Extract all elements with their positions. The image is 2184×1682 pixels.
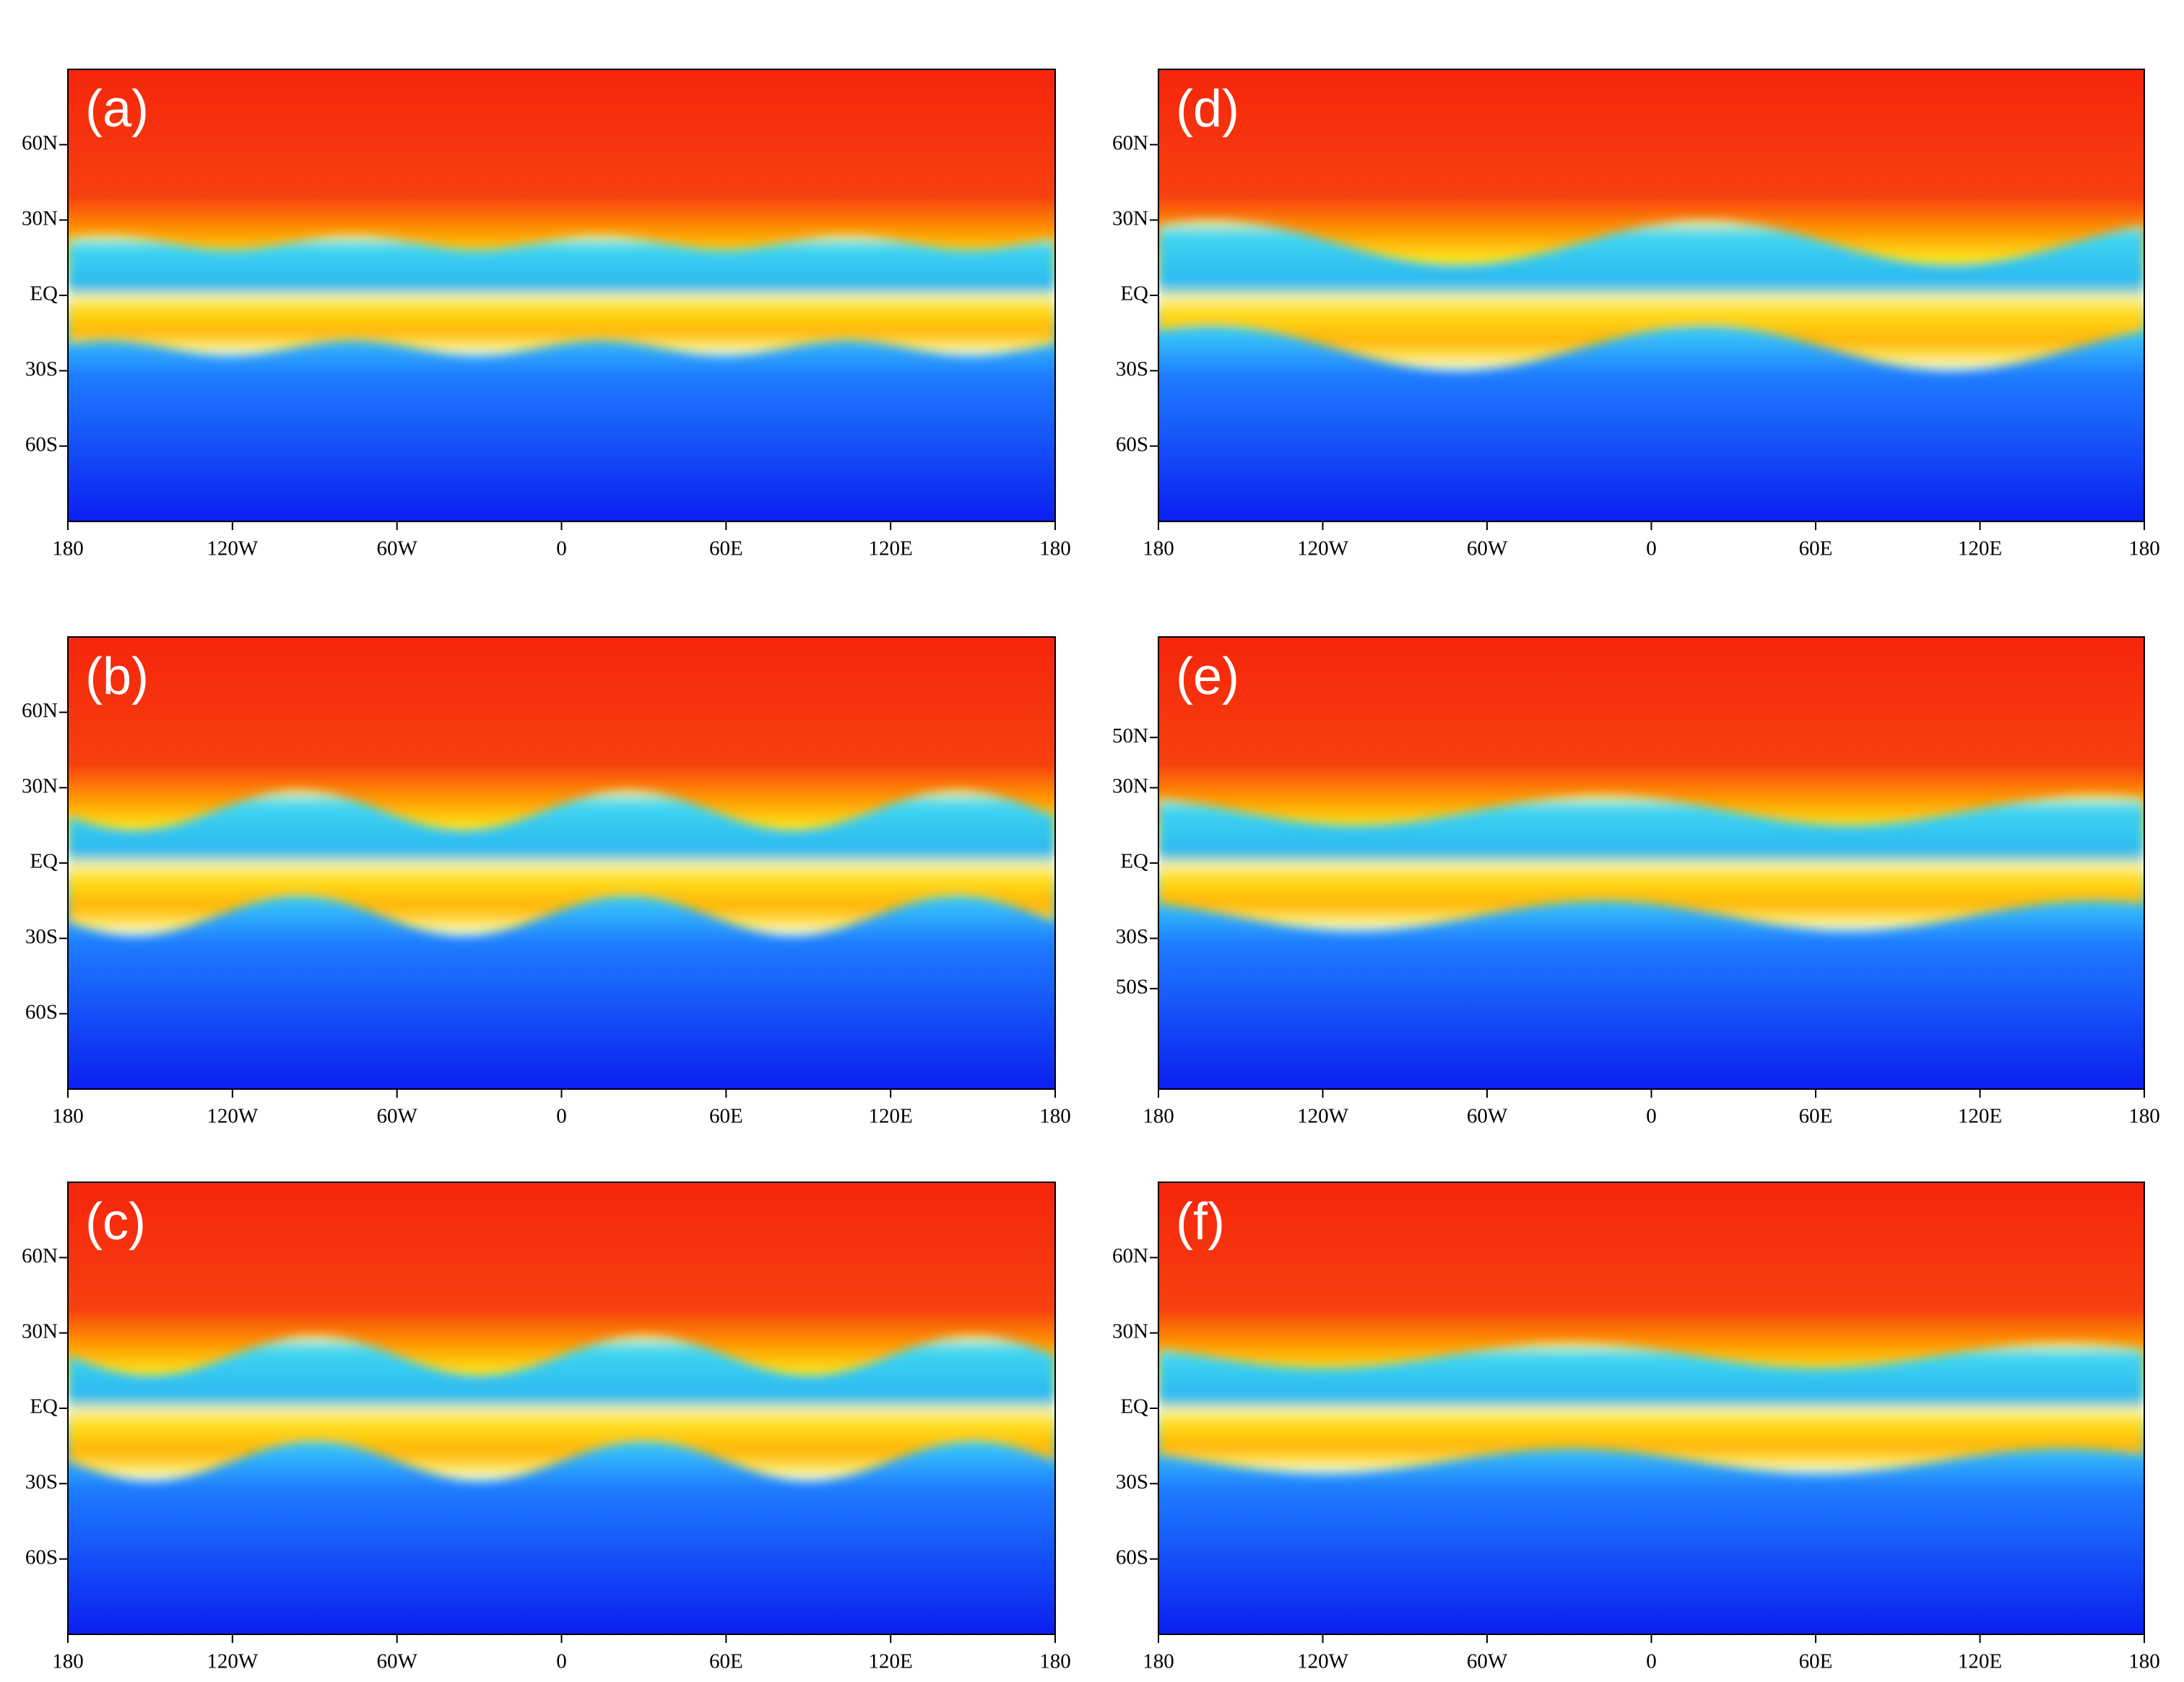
y-tick-label: 30S: [1116, 357, 1148, 381]
field: [1158, 1182, 2144, 1634]
x-tick-label: 60E: [1799, 1650, 1833, 1673]
panel-label: (e): [1176, 648, 1239, 706]
x-tick-label: 120W: [207, 1105, 259, 1128]
x-tick-label: 180: [1039, 1650, 1071, 1673]
field: [68, 1182, 1055, 1634]
y-tick-label: 50S: [1116, 976, 1148, 999]
y-tick-label: EQ: [30, 850, 58, 873]
x-tick-label: 180: [1039, 1105, 1071, 1128]
x-tick-label: 180: [1143, 537, 1174, 560]
mixing-band: [68, 235, 1055, 356]
x-tick-label: 180: [1143, 1650, 1174, 1673]
x-tick-label: 180: [1039, 537, 1071, 560]
y-tick-label: EQ: [1120, 850, 1148, 873]
x-tick-label: 0: [556, 1105, 567, 1128]
y-tick-label: 30N: [1112, 207, 1148, 230]
mixing-band: [1158, 795, 2144, 931]
x-tick-label: 0: [1646, 1650, 1657, 1673]
y-tick-label: EQ: [1120, 282, 1148, 305]
panel-label: (c): [85, 1193, 146, 1251]
x-tick-label: 120E: [1958, 1650, 2002, 1673]
x-tick-label: 120E: [1958, 537, 2002, 560]
field: [1158, 69, 2144, 521]
panel: (d) 60N 30N EQ 30S 60S 180 120W 60W 0 60E 120E 180: [1112, 69, 2160, 560]
field: [68, 637, 1055, 1089]
x-tick-label: 180: [2128, 1105, 2160, 1128]
y-tick-label: 60N: [22, 131, 58, 155]
y-tick-label: 30S: [25, 1470, 58, 1494]
x-tick-label: 60W: [376, 1105, 417, 1128]
x-tick-label: 120W: [1297, 1105, 1349, 1128]
x-tick-label: 120E: [869, 537, 913, 560]
y-tick-label: 30S: [25, 357, 58, 381]
panel: (e) 50N 30N EQ 30S 50S 180 120W 60W 0 60E 120E 180: [1112, 636, 2160, 1128]
x-tick-label: 60E: [1799, 1105, 1833, 1128]
y-tick-label: EQ: [30, 282, 58, 305]
x-tick-label: 60E: [1799, 537, 1833, 560]
y-tick-label: 30N: [1112, 774, 1148, 797]
panel-label: (f): [1176, 1193, 1225, 1251]
y-tick-label: 60S: [25, 433, 58, 456]
x-tick-label: 180: [52, 537, 84, 560]
x-tick-label: 60E: [709, 1650, 743, 1673]
mixing-band: [1158, 220, 2144, 371]
panel: (f) 60N 30N EQ 30S 60S 180 120W 60W 0 60E 120E 180: [1112, 1182, 2160, 1673]
panel: (b) 60N 30N EQ 30S 60S 180 120W 60W 0 60E 120E 180: [22, 636, 1071, 1128]
mixing-band: [68, 790, 1055, 936]
x-tick-label: 0: [1646, 537, 1657, 560]
y-tick-label: 60N: [1112, 1244, 1148, 1267]
x-tick-label: 60W: [1467, 1105, 1508, 1128]
x-tick-label: 120W: [1297, 537, 1349, 560]
field: [68, 69, 1055, 521]
x-tick-label: 60E: [709, 1105, 743, 1128]
x-tick-label: 120E: [869, 1650, 913, 1673]
y-tick-label: 60S: [25, 1000, 58, 1023]
y-tick-label: 50N: [1112, 724, 1148, 747]
y-tick-label: 60N: [22, 1244, 58, 1267]
y-tick-label: 30S: [1116, 925, 1148, 948]
y-tick-label: 60N: [22, 699, 58, 722]
x-tick-label: 120E: [1958, 1105, 2002, 1128]
y-tick-label: 30N: [22, 774, 58, 797]
x-tick-label: 60W: [376, 537, 417, 560]
y-tick-label: 60S: [25, 1546, 58, 1569]
x-tick-label: 60W: [1467, 537, 1508, 560]
panel: (c) 60N 30N EQ 30S 60S 180 120W 60W 0 60E 120E 180: [22, 1182, 1071, 1673]
y-tick-label: 60N: [1112, 131, 1148, 155]
panel-label: (d): [1176, 80, 1239, 138]
y-tick-label: 30S: [1116, 1470, 1148, 1494]
x-tick-label: 180: [2128, 1650, 2160, 1673]
x-tick-label: 0: [556, 1650, 567, 1673]
x-tick-label: 180: [52, 1650, 84, 1673]
mixing-band: [68, 1335, 1055, 1481]
x-tick-label: 120W: [207, 537, 259, 560]
x-tick-label: 120W: [1297, 1650, 1349, 1673]
x-tick-label: 180: [2128, 537, 2160, 560]
x-tick-label: 0: [1646, 1105, 1657, 1128]
x-tick-label: 120E: [869, 1105, 913, 1128]
y-tick-label: 30N: [22, 207, 58, 230]
field: [1158, 637, 2144, 1089]
x-tick-label: 120W: [207, 1650, 259, 1673]
panel: (a) 60N 30N EQ 30S 60S 180 120W 60W 0 60E 120E 180: [22, 69, 1071, 560]
y-tick-label: 60S: [1116, 433, 1148, 456]
x-tick-label: 60W: [1467, 1650, 1508, 1673]
y-tick-label: EQ: [1120, 1395, 1148, 1418]
y-tick-label: EQ: [30, 1395, 58, 1418]
panel-label: (b): [85, 648, 149, 706]
x-tick-label: 180: [52, 1105, 84, 1128]
x-tick-label: 0: [556, 537, 567, 560]
y-tick-label: 30N: [22, 1319, 58, 1343]
mixing-band: [1158, 1343, 2144, 1474]
x-tick-label: 60W: [376, 1650, 417, 1673]
panel-label: (a): [85, 80, 149, 138]
y-tick-label: 30S: [25, 925, 58, 948]
y-tick-label: 60S: [1116, 1546, 1148, 1569]
x-tick-label: 60E: [709, 537, 743, 560]
x-tick-label: 180: [1143, 1105, 1174, 1128]
y-tick-label: 30N: [1112, 1319, 1148, 1343]
